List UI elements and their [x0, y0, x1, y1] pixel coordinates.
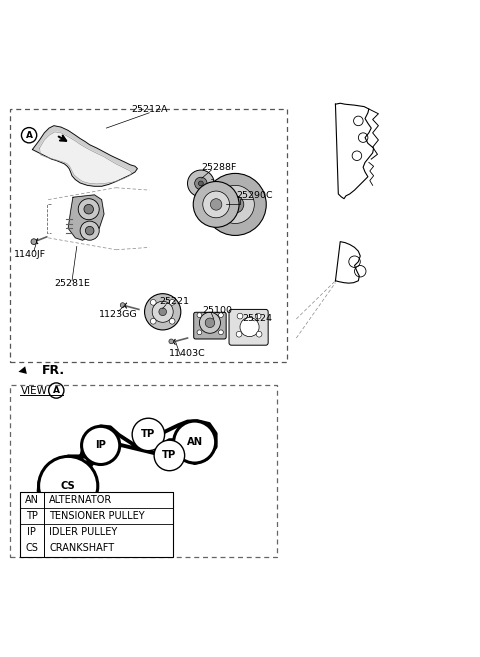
Circle shape [84, 204, 94, 214]
Circle shape [255, 313, 261, 319]
Circle shape [38, 457, 98, 516]
Circle shape [197, 330, 202, 334]
Circle shape [237, 313, 243, 319]
Circle shape [227, 196, 244, 213]
Text: 25221: 25221 [159, 297, 189, 306]
Text: 25281E: 25281E [54, 279, 90, 288]
Text: TP: TP [162, 451, 177, 461]
Text: 25212A: 25212A [131, 105, 168, 114]
Text: 25100: 25100 [202, 306, 232, 315]
Text: 25288F: 25288F [201, 163, 236, 171]
Circle shape [256, 331, 262, 337]
FancyBboxPatch shape [229, 309, 268, 345]
Text: TP: TP [141, 430, 156, 440]
Circle shape [31, 238, 36, 244]
FancyBboxPatch shape [10, 385, 277, 556]
Circle shape [159, 308, 167, 315]
Circle shape [82, 426, 120, 464]
Circle shape [85, 227, 94, 235]
Circle shape [169, 319, 175, 324]
Circle shape [188, 170, 214, 197]
Circle shape [203, 191, 229, 217]
Text: AN: AN [25, 495, 39, 505]
Circle shape [154, 440, 185, 470]
Text: TP: TP [26, 511, 38, 521]
Circle shape [195, 177, 207, 190]
Text: IP: IP [27, 528, 36, 537]
Circle shape [150, 319, 156, 324]
Circle shape [205, 318, 215, 328]
Circle shape [204, 173, 266, 235]
Text: A: A [53, 386, 60, 395]
Circle shape [80, 221, 99, 240]
Text: CS: CS [25, 543, 38, 553]
Circle shape [169, 300, 175, 306]
Text: VIEW: VIEW [21, 386, 48, 396]
Text: FR.: FR. [42, 363, 65, 376]
Circle shape [199, 181, 203, 186]
Circle shape [197, 313, 202, 317]
Circle shape [169, 339, 174, 344]
Text: IP: IP [95, 440, 106, 451]
Text: 25124: 25124 [242, 313, 272, 323]
Text: A: A [25, 131, 33, 140]
Circle shape [199, 312, 220, 333]
Circle shape [236, 331, 242, 337]
Text: IDLER PULLEY: IDLER PULLEY [49, 528, 118, 537]
Circle shape [78, 198, 99, 219]
Circle shape [193, 181, 239, 227]
Text: CS: CS [61, 481, 75, 491]
Circle shape [120, 303, 125, 307]
Text: 1123GG: 1123GG [99, 309, 138, 319]
Polygon shape [33, 125, 137, 187]
Circle shape [132, 419, 165, 451]
Circle shape [218, 330, 223, 334]
Text: 11403C: 11403C [169, 349, 206, 358]
Text: 25290C: 25290C [236, 191, 273, 200]
Circle shape [216, 185, 254, 223]
Circle shape [210, 198, 222, 210]
Circle shape [174, 421, 216, 463]
Text: CRANKSHAFT: CRANKSHAFT [49, 543, 114, 553]
Circle shape [218, 313, 223, 317]
Circle shape [144, 294, 181, 330]
FancyBboxPatch shape [194, 312, 226, 339]
Circle shape [152, 302, 173, 323]
Circle shape [150, 300, 156, 306]
Polygon shape [39, 132, 132, 184]
Text: TENSIONER PULLEY: TENSIONER PULLEY [49, 511, 145, 521]
Text: 1140JF: 1140JF [14, 250, 46, 259]
Text: ALTERNATOR: ALTERNATOR [49, 495, 112, 505]
Polygon shape [68, 195, 104, 240]
Circle shape [240, 317, 259, 336]
FancyBboxPatch shape [20, 491, 173, 556]
Text: AN: AN [187, 437, 203, 447]
